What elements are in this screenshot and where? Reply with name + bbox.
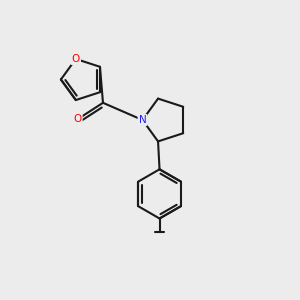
Text: O: O — [72, 54, 80, 64]
Text: N: N — [139, 115, 146, 125]
Text: O: O — [73, 114, 82, 124]
